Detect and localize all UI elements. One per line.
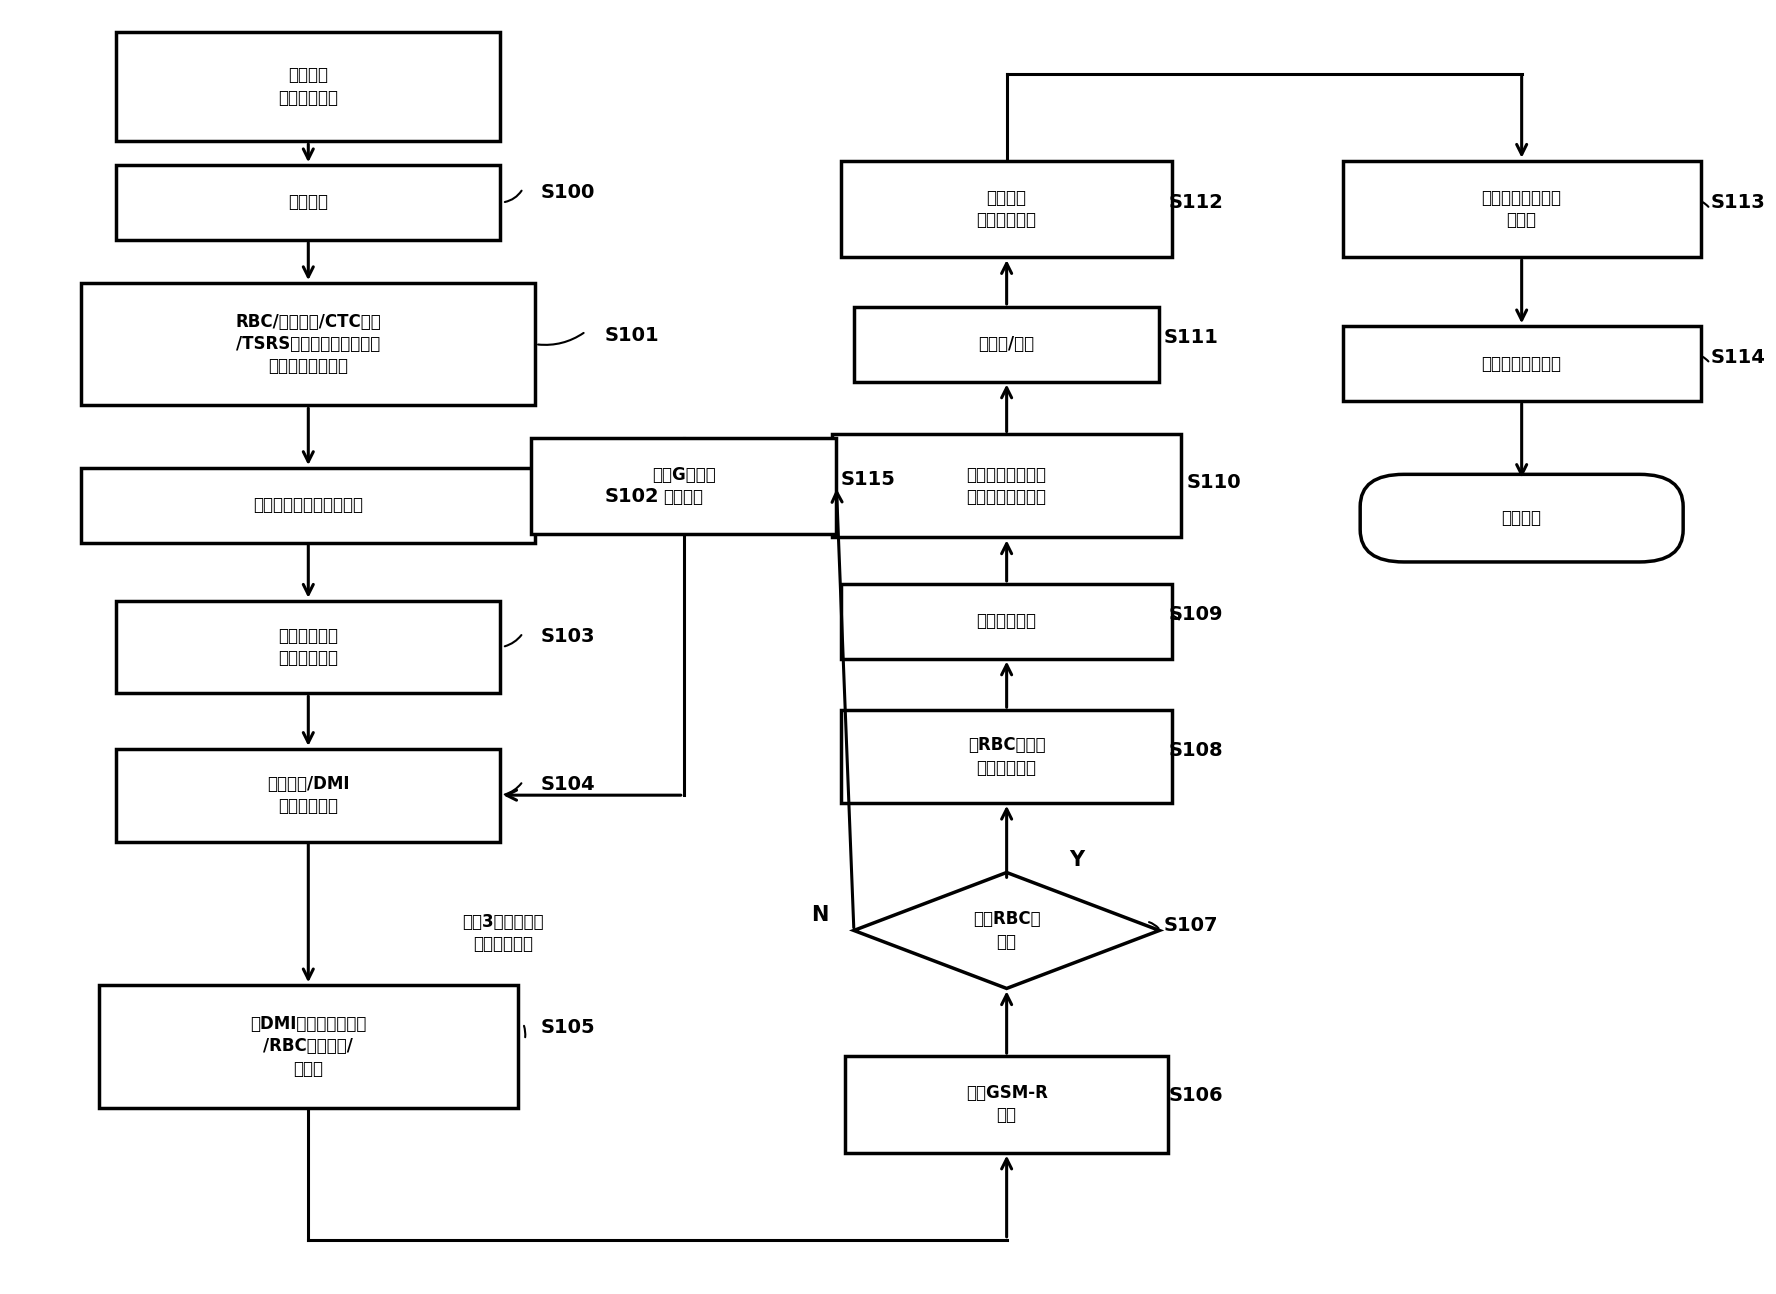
Text: 测试人员
制作测试脚本: 测试人员 制作测试脚本 [279, 66, 337, 106]
FancyBboxPatch shape [845, 1056, 1169, 1153]
Text: 车载仿真
实时读取脚本: 车载仿真 实时读取脚本 [977, 189, 1037, 229]
Text: N: N [812, 905, 829, 925]
Text: 列车位置已知: 列车位置已知 [977, 612, 1037, 630]
Text: RBC/联锁仿真/CTC仿真
/TSRS仿真环境软硬件开启
（上电）并初始化: RBC/联锁仿真/CTC仿真 /TSRS仿真环境软硬件开启 （上电）并初始化 [236, 313, 382, 375]
FancyBboxPatch shape [115, 32, 501, 141]
Text: S106: S106 [1169, 1086, 1224, 1105]
Polygon shape [854, 872, 1160, 989]
Text: S113: S113 [1710, 193, 1765, 212]
Text: 呼入GSM-R
网络: 呼入GSM-R 网络 [966, 1084, 1048, 1124]
FancyBboxPatch shape [82, 283, 535, 405]
Text: S100: S100 [540, 182, 595, 202]
Text: S115: S115 [840, 470, 895, 489]
Text: Y: Y [1069, 850, 1083, 870]
FancyBboxPatch shape [1360, 475, 1684, 562]
FancyBboxPatch shape [82, 468, 535, 542]
Text: 测试结束: 测试结束 [1502, 509, 1542, 527]
Text: S110: S110 [1186, 472, 1241, 492]
FancyBboxPatch shape [1343, 326, 1701, 401]
Text: 列车加/减速: 列车加/减速 [979, 335, 1035, 353]
Text: S102: S102 [606, 487, 659, 506]
Text: 车载设备/DMI
上电、初始化: 车载设备/DMI 上电、初始化 [266, 775, 350, 815]
FancyBboxPatch shape [854, 307, 1160, 382]
Text: S107: S107 [1163, 916, 1218, 934]
Text: 测试开始: 测试开始 [288, 194, 329, 211]
FancyBboxPatch shape [840, 710, 1172, 802]
Text: 挂断G网联接
关闭车载: 挂断G网联接 关闭车载 [652, 466, 716, 506]
Text: S109: S109 [1169, 606, 1224, 624]
Text: 地面综合仿真系统
实时显示列车状态: 地面综合仿真系统 实时显示列车状态 [966, 466, 1046, 506]
Text: S114: S114 [1710, 348, 1765, 366]
Text: S104: S104 [540, 775, 595, 795]
Text: 地面综合仿真系统初始化: 地面综合仿真系统初始化 [254, 497, 364, 514]
Text: 与RBC建立联
接，注册成功: 与RBC建立联 接，注册成功 [968, 736, 1046, 776]
FancyBboxPatch shape [115, 749, 501, 841]
Text: 脚本文件运行完毕: 脚本文件运行完毕 [1481, 355, 1561, 373]
FancyBboxPatch shape [833, 435, 1181, 537]
FancyBboxPatch shape [99, 985, 519, 1108]
FancyBboxPatch shape [840, 160, 1172, 258]
Text: S112: S112 [1169, 193, 1224, 212]
FancyBboxPatch shape [1343, 160, 1701, 258]
FancyBboxPatch shape [115, 166, 501, 239]
Text: 呼叫RBC成
功？: 呼叫RBC成 功？ [973, 911, 1041, 951]
Text: 监视并记录列车运
行轨迹: 监视并记录列车运 行轨迹 [1481, 189, 1561, 229]
Text: S108: S108 [1169, 740, 1224, 760]
Text: S105: S105 [540, 1017, 595, 1036]
Text: S111: S111 [1163, 329, 1218, 347]
FancyBboxPatch shape [531, 437, 836, 534]
Text: 在DMI上输入设备编号
/RBC电话号码/
车次号: 在DMI上输入设备编号 /RBC电话号码/ 车次号 [250, 1016, 366, 1078]
FancyBboxPatch shape [115, 600, 501, 694]
Text: S103: S103 [540, 628, 595, 646]
FancyBboxPatch shape [840, 584, 1172, 659]
Text: 车载仿真系统
读取测试脚本: 车载仿真系统 读取测试脚本 [279, 626, 337, 668]
Text: 连续3个通信周期
无法建立联接: 连续3个通信周期 无法建立联接 [462, 914, 543, 954]
Text: S101: S101 [606, 326, 659, 344]
